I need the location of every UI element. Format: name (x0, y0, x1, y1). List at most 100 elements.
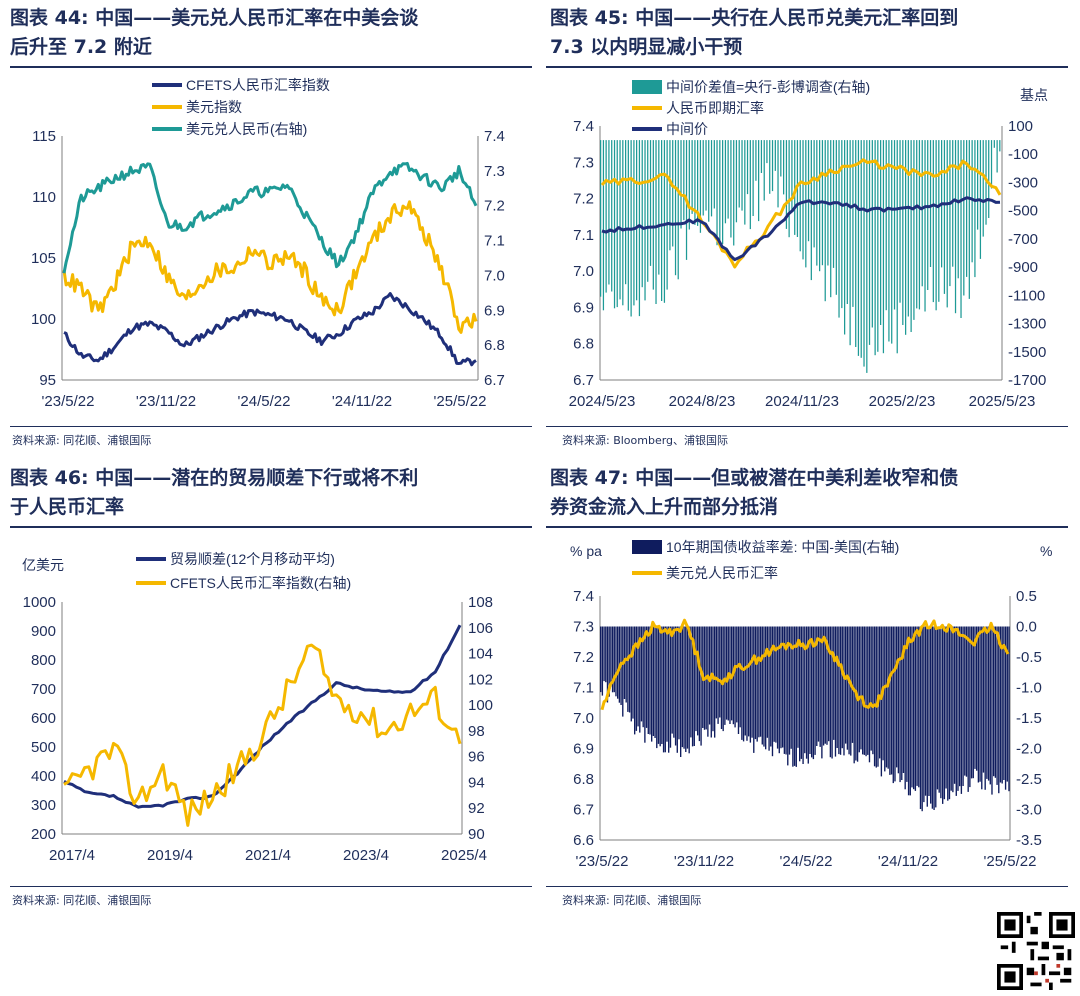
bar-mark (833, 626, 835, 740)
bar-mark (647, 626, 649, 734)
footer-rule (546, 886, 1068, 887)
x-tick-label: 2025/2/23 (869, 393, 936, 410)
bar-mark (848, 626, 850, 755)
bar-mark (663, 140, 666, 303)
bar-mark (802, 140, 804, 260)
title-prefix: 图表 44: (10, 7, 89, 29)
bar-mark (640, 626, 643, 722)
bar-mark (795, 626, 797, 767)
y-tick-left: 105 (31, 250, 56, 267)
bar-mark (800, 626, 803, 759)
bar-mark (695, 626, 697, 732)
bar-mark (909, 626, 911, 796)
y-tick-left: 6.9 (573, 299, 594, 316)
bar-mark (986, 626, 988, 779)
bar-mark (755, 140, 757, 181)
bar-mark (988, 140, 990, 218)
bar-mark (809, 626, 811, 754)
bar-mark (627, 626, 629, 712)
bar-mark (822, 626, 825, 746)
bar-mark (873, 626, 876, 767)
bar-mark (914, 626, 917, 791)
bar-mark (761, 626, 763, 745)
legend-label: CFETS人民币汇率指数 (186, 77, 330, 93)
bar-mark (946, 140, 948, 308)
bar-mark (716, 140, 718, 246)
bar-mark (804, 626, 806, 754)
bar-mark (753, 626, 755, 753)
bar-mark (935, 626, 937, 808)
bar-mark (659, 626, 661, 747)
bar-mark (615, 626, 617, 697)
bar-mark (901, 626, 903, 780)
y-tick-right: 94 (468, 774, 485, 791)
y-tick-left: 400 (31, 768, 56, 785)
bar-mark (713, 140, 715, 209)
x-tick-label: '25/5/22 (434, 393, 487, 410)
bar-mark (924, 626, 927, 796)
bar-mark (766, 626, 769, 738)
bar-mark (608, 626, 610, 697)
bar-mark (681, 626, 684, 748)
y-tick-left: 200 (31, 826, 56, 843)
y-tick-left: 6.6 (573, 832, 594, 849)
left-axis-unit: 亿美元 (22, 557, 64, 573)
x-tick-label: 2025/5/23 (969, 393, 1036, 410)
bar-mark (799, 140, 801, 252)
bar-mark (792, 626, 794, 767)
bar-mark (839, 626, 842, 755)
bar-mark (807, 140, 810, 242)
legend-label: 中间价 (666, 121, 708, 137)
bar-mark (778, 626, 780, 754)
series-line (63, 643, 462, 827)
bar-mark (967, 626, 969, 792)
bar-mark (936, 626, 939, 790)
y-tick-left: 7.3 (573, 154, 594, 171)
bar-mark (741, 626, 743, 740)
bar-mark (627, 140, 629, 311)
bar-mark (661, 140, 663, 301)
bar-mark (674, 140, 677, 276)
y-tick-right: 102 (468, 671, 493, 688)
x-tick-label: 2017/4 (49, 847, 95, 864)
series-line (63, 624, 462, 809)
bar-mark (928, 626, 930, 796)
bar-mark (683, 626, 685, 749)
legend-label: 中间价差值=央行-彭博调查(右轴) (666, 79, 870, 95)
bar-mark (744, 626, 746, 736)
bar-mark (752, 140, 754, 216)
bar-mark (790, 626, 792, 749)
bar-mark (942, 626, 944, 804)
bar-mark (705, 140, 707, 211)
bar-mark (708, 140, 710, 222)
bar-mark (874, 140, 876, 356)
bar-mark (782, 626, 784, 748)
bar-mark (656, 626, 658, 749)
bar-mark (940, 626, 942, 799)
y-tick-right: -1.5 (1016, 710, 1042, 727)
bar-mark (602, 140, 605, 311)
bar-mark (831, 626, 833, 759)
bar-mark (600, 626, 602, 693)
x-tick-label: '23/11/22 (136, 393, 196, 410)
y-tick-right: 92 (468, 800, 485, 817)
bar-mark (719, 140, 721, 245)
right-axis-unit: % (1040, 543, 1052, 559)
bar-mark (688, 626, 690, 754)
bar-mark (724, 140, 727, 224)
footer-rule (546, 426, 1068, 427)
bar-mark (715, 626, 718, 719)
legend-swatch (632, 80, 662, 94)
bar-mark (693, 626, 695, 746)
bar-mark (773, 626, 775, 742)
legend-label: 美元兑人民币(右轴) (186, 121, 307, 137)
y-tick-right: -1700 (1008, 372, 1046, 389)
bar-mark (661, 626, 663, 744)
bar-mark (785, 140, 788, 229)
legend-label: 贸易顺差(12个月移动平均) (170, 551, 335, 567)
bar-mark (744, 140, 746, 225)
y-tick-right: -3.0 (1016, 802, 1042, 819)
y-tick-right: 6.9 (484, 302, 505, 319)
bar-mark (793, 626, 796, 766)
bar-mark (1001, 626, 1003, 784)
